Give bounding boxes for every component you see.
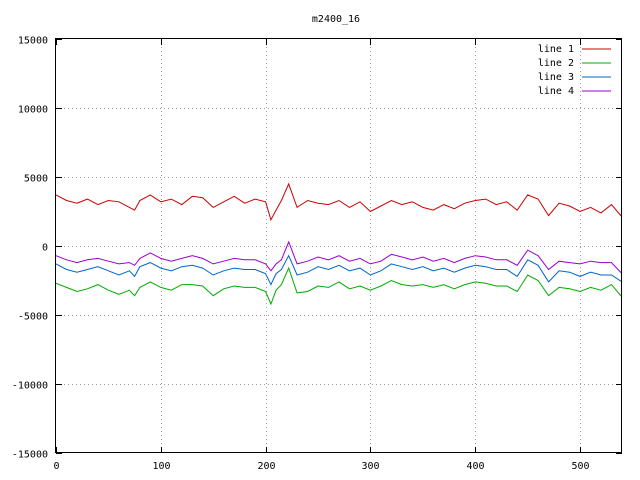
chart-title: m2400_16 [312, 14, 360, 25]
y-tick-label: -15000 [12, 450, 48, 461]
legend-label: line 4 [538, 86, 574, 97]
x-tick-label: 400 [466, 461, 484, 472]
plot-frame [55, 38, 622, 453]
x-tick-label: 100 [152, 461, 170, 472]
series-line-line-2 [55, 266, 623, 306]
y-tick-label: -10000 [12, 381, 48, 392]
legend: line 1 line 2 line 3 line 4 [538, 44, 611, 97]
series-line-line-3 [55, 254, 623, 286]
series-line-line-4 [55, 240, 623, 274]
series-line-line-1 [55, 182, 623, 222]
axis-ticks: 0 100 200 300 400 500 15000 10000 5000 0 -5000 -100… [12, 36, 622, 472]
legend-label: line 2 [538, 58, 574, 69]
grid [56, 39, 622, 453]
x-tick-label: 300 [361, 461, 379, 472]
plot-series [55, 182, 623, 306]
y-tick-label: 0 [42, 243, 48, 254]
x-tick-label: 200 [257, 461, 275, 472]
x-tick-label: 0 [53, 461, 59, 472]
y-tick-label: -5000 [18, 312, 48, 323]
legend-label: line 1 [538, 44, 574, 55]
y-tick-label: 5000 [24, 174, 48, 185]
legend-label: line 3 [538, 72, 574, 83]
y-tick-label: 15000 [18, 36, 48, 47]
y-tick-label: 10000 [18, 105, 48, 116]
x-tick-label: 500 [571, 461, 589, 472]
